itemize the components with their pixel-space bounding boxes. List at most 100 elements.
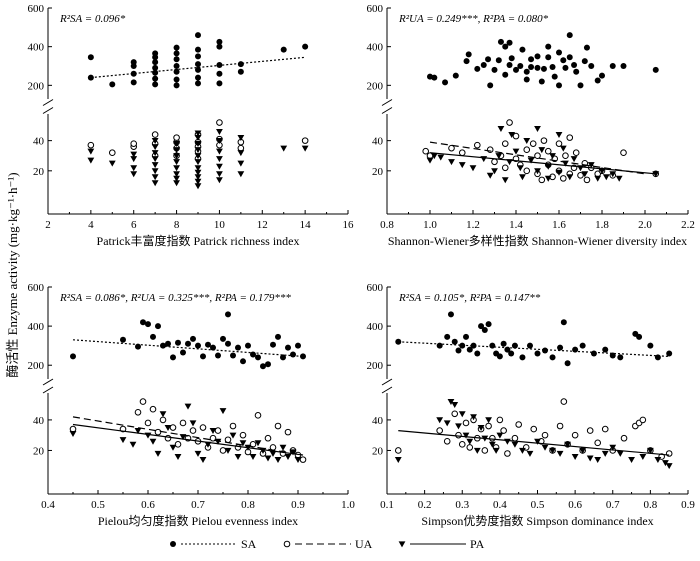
data-point bbox=[240, 358, 246, 365]
x-tick-label: 0.7 bbox=[191, 499, 205, 511]
data-point bbox=[239, 440, 247, 447]
data-point bbox=[152, 81, 159, 88]
y-tick-label: 600 bbox=[367, 3, 384, 15]
data-point bbox=[526, 342, 533, 349]
data-point bbox=[590, 350, 597, 357]
data-point bbox=[562, 152, 569, 160]
data-point bbox=[159, 416, 167, 424]
data-point bbox=[194, 169, 202, 176]
data-point bbox=[130, 171, 138, 178]
data-point bbox=[436, 342, 443, 349]
y-tick-label: 20 bbox=[33, 445, 45, 457]
data-point bbox=[200, 353, 206, 360]
data-point bbox=[140, 319, 146, 326]
data-point bbox=[541, 444, 549, 451]
data-point bbox=[151, 168, 159, 175]
data-point bbox=[517, 63, 524, 69]
data-point bbox=[173, 175, 180, 182]
x-tick-label: 0.3 bbox=[455, 499, 469, 511]
data-point bbox=[443, 420, 451, 427]
data-point bbox=[280, 145, 288, 152]
data-point bbox=[495, 57, 502, 64]
trend-line bbox=[429, 141, 646, 175]
data-point bbox=[647, 342, 654, 349]
data-point bbox=[666, 350, 673, 357]
y-tick-label: 400 bbox=[367, 321, 384, 333]
data-point bbox=[173, 44, 180, 51]
data-point bbox=[260, 363, 266, 370]
data-point bbox=[442, 79, 449, 86]
x-axis-label: Shannon-Wiener多样性指数 Shannon-Wiener diver… bbox=[388, 233, 687, 248]
data-point bbox=[474, 65, 481, 72]
data-point bbox=[184, 403, 192, 410]
data-point bbox=[555, 169, 563, 176]
data-point bbox=[566, 134, 574, 141]
x-tick-label: 14 bbox=[300, 219, 312, 231]
data-point bbox=[270, 341, 276, 348]
axis-break-mark bbox=[42, 386, 54, 394]
data-point bbox=[152, 50, 159, 57]
r-squared-annotation: R²SA = 0.086*, R²UA = 0.325***, R²PA = 0… bbox=[59, 292, 291, 304]
data-point bbox=[173, 165, 180, 172]
data-point bbox=[528, 63, 535, 70]
data-point bbox=[587, 162, 595, 169]
data-point bbox=[566, 174, 574, 181]
data-point bbox=[523, 138, 531, 145]
data-point bbox=[195, 74, 201, 81]
data-point bbox=[480, 62, 487, 69]
data-point bbox=[513, 66, 519, 73]
legend-item-sa: SA bbox=[170, 537, 257, 551]
x-tick-label: 2.2 bbox=[681, 219, 695, 231]
data-point bbox=[601, 425, 609, 433]
data-point bbox=[491, 158, 498, 166]
legend-marker bbox=[283, 540, 291, 548]
data-point bbox=[458, 149, 466, 157]
data-point bbox=[620, 63, 627, 69]
r-squared-annotation: R²SA = 0.105*, R²PA = 0.147** bbox=[398, 292, 541, 304]
data-point bbox=[150, 333, 156, 340]
data-point bbox=[234, 444, 242, 451]
data-point bbox=[160, 342, 166, 349]
y-tick-label: 600 bbox=[28, 282, 45, 294]
data-point bbox=[528, 56, 535, 63]
data-point bbox=[474, 141, 481, 149]
data-point bbox=[436, 427, 443, 434]
data-point bbox=[458, 411, 466, 418]
data-point bbox=[462, 432, 470, 439]
data-point bbox=[598, 168, 606, 175]
x-tick-label: 0.2 bbox=[418, 499, 432, 511]
data-point bbox=[154, 450, 162, 457]
y-tick-label: 200 bbox=[367, 80, 384, 92]
data-point bbox=[436, 417, 444, 424]
data-point bbox=[628, 457, 635, 464]
trend-line bbox=[429, 152, 656, 175]
data-point bbox=[214, 438, 222, 445]
axis-break-mark bbox=[42, 378, 54, 386]
data-point bbox=[280, 354, 286, 361]
data-point bbox=[239, 431, 247, 439]
data-point bbox=[609, 63, 616, 69]
data-point bbox=[225, 340, 231, 347]
data-point bbox=[255, 354, 261, 361]
data-point bbox=[149, 405, 157, 413]
data-point bbox=[577, 82, 584, 89]
data-point bbox=[195, 61, 201, 68]
data-point bbox=[594, 175, 602, 182]
data-point bbox=[481, 327, 488, 334]
legend-item-pa: PA bbox=[398, 537, 485, 551]
panel-4: 0.1 0.2 0.3 0.4 0.5 0.6 0.7 0.8 0.9 200 400 600 20 40… bbox=[367, 282, 696, 528]
data-point bbox=[481, 447, 489, 454]
r-squared-annotation: R²UA = 0.249***, R²PA = 0.080* bbox=[398, 13, 549, 25]
data-point bbox=[185, 340, 191, 347]
y-tick-label: 200 bbox=[28, 360, 45, 372]
data-point bbox=[194, 159, 202, 166]
data-point bbox=[497, 125, 505, 132]
data-point bbox=[523, 76, 530, 83]
data-point bbox=[474, 350, 481, 357]
data-point bbox=[145, 321, 151, 328]
x-axis-label: Simpson优势度指数 Simpson dominance index bbox=[421, 513, 653, 528]
data-point bbox=[447, 311, 454, 318]
data-point bbox=[169, 444, 177, 451]
data-point bbox=[269, 450, 277, 457]
data-point bbox=[451, 410, 459, 418]
